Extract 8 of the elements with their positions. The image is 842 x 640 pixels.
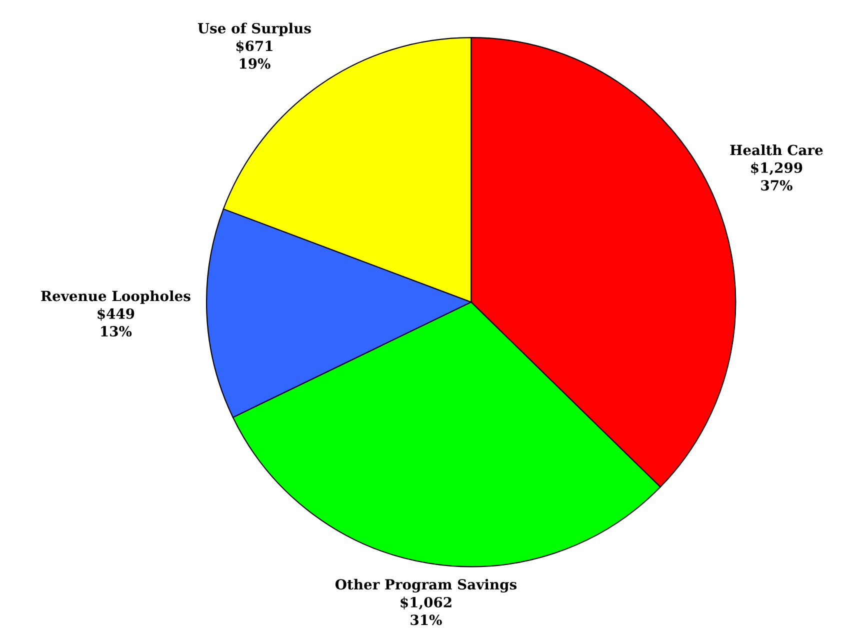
slice-label: Use of Surplus <box>198 22 311 36</box>
slice-label: Revenue Loopholes <box>41 290 190 304</box>
data-label: $1,299 37% <box>751 162 802 191</box>
data-label: $1,062 31% <box>400 596 452 626</box>
slice-label: Health Care <box>730 144 823 156</box>
data-label: $671 19% <box>236 40 272 69</box>
data-label: $449 13% <box>98 308 134 337</box>
slice-label: Other Program Savings <box>335 578 517 593</box>
